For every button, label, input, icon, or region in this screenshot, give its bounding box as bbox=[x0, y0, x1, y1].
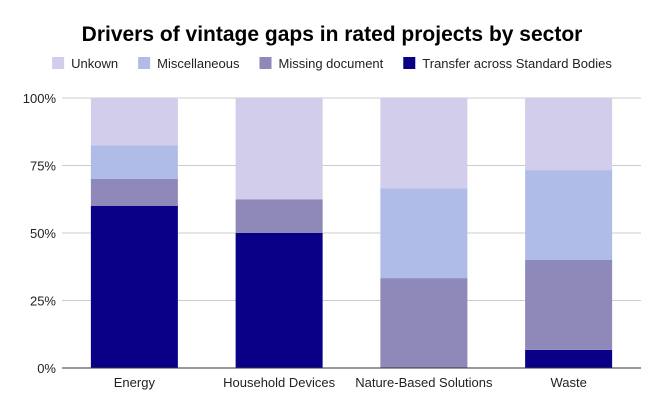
legend-swatch bbox=[52, 57, 65, 69]
legend-swatch bbox=[138, 57, 151, 69]
legend-item: Missing document bbox=[259, 56, 384, 71]
bar-segment bbox=[525, 98, 613, 171]
legend-label: Missing document bbox=[279, 56, 384, 71]
x-tick-label: Household Devices bbox=[223, 375, 336, 390]
legend-label: Transfer across Standard Bodies bbox=[422, 56, 612, 71]
bar-segment bbox=[380, 188, 468, 279]
bar-segment bbox=[90, 98, 178, 146]
bars bbox=[90, 98, 613, 368]
legend-swatch bbox=[259, 57, 272, 69]
y-tick-label: 100% bbox=[23, 91, 57, 106]
y-tick-label: 0% bbox=[37, 361, 56, 376]
legend-swatch bbox=[403, 57, 416, 69]
legend-item: Transfer across Standard Bodies bbox=[403, 56, 612, 71]
bar-segment bbox=[90, 179, 178, 206]
x-tick-label: Energy bbox=[114, 375, 156, 390]
x-axis-labels: Energy Household Devices Nature-Based Solu… bbox=[114, 375, 587, 390]
y-tick-label: 25% bbox=[30, 294, 56, 309]
bar-segment bbox=[90, 145, 178, 179]
bar-segment bbox=[525, 170, 613, 260]
y-tick-label: 75% bbox=[30, 159, 56, 174]
bar-segment bbox=[235, 233, 323, 368]
bar-segment bbox=[525, 260, 613, 350]
bar-segment bbox=[525, 349, 613, 368]
y-tick-label: 50% bbox=[30, 226, 56, 241]
legend-label: Unkown bbox=[71, 56, 118, 71]
legend-item: Unkown bbox=[52, 56, 118, 71]
bar-segment bbox=[235, 98, 323, 200]
bar-segment bbox=[90, 206, 178, 368]
bar-segment bbox=[380, 278, 468, 368]
bar-segment bbox=[380, 98, 468, 189]
legend-label: Miscellaneous bbox=[157, 56, 240, 71]
bar-segment bbox=[235, 199, 323, 233]
x-tick-label: Waste bbox=[550, 375, 586, 390]
legend-item: Miscellaneous bbox=[138, 56, 240, 71]
y-axis-ticks: 0% 25% 50% 75% 100% bbox=[23, 91, 57, 376]
x-tick-label: Nature-Based Solutions bbox=[355, 375, 493, 390]
legend: Unkown Miscellaneous Missing document Trans… bbox=[52, 56, 612, 71]
chart-title: Drivers of vintage gaps in rated project… bbox=[82, 23, 583, 46]
